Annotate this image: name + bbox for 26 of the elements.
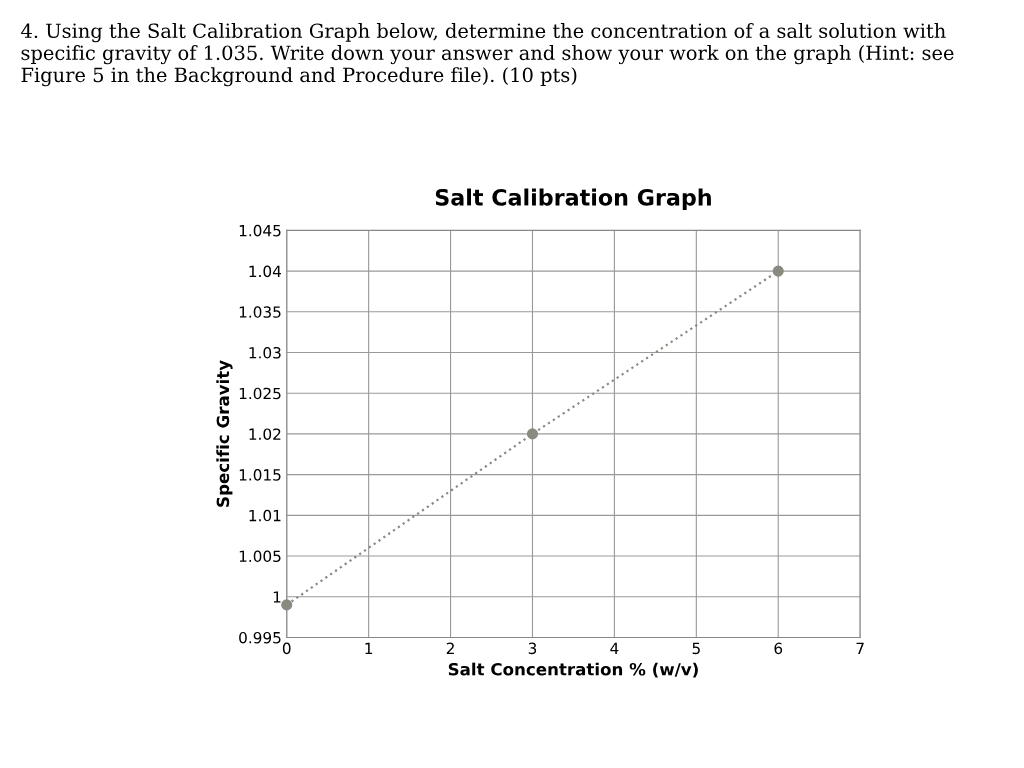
y-tick-label: 1: [273, 591, 281, 603]
x-tick-label: 2: [446, 642, 454, 654]
y-tick-label: 1.01: [249, 509, 281, 522]
y-tick-label: 1.04: [249, 265, 281, 278]
y-tick-label: 1.02: [249, 428, 281, 440]
y-axis-title: Specific Gravity: [216, 360, 233, 507]
point: [281, 599, 293, 611]
y-tick-label: 1.045: [239, 224, 281, 237]
chart-title: Salt Calibration Graph: [435, 188, 711, 211]
y-tick-label: 1.035: [239, 306, 281, 318]
x-tick-label: 7: [856, 642, 864, 654]
x-tick-label: 4: [610, 642, 619, 654]
y-tick-label: 1.025: [239, 387, 281, 400]
x-axis-title: Salt Concentration % (w/v): [448, 662, 698, 678]
y-tick-label: 1.015: [239, 469, 281, 481]
y-tick-label: 1.005: [239, 550, 281, 563]
y-tick-label: 1.03: [249, 346, 281, 359]
x-tick-label: 3: [528, 642, 537, 655]
x-tick-label: 5: [692, 642, 700, 655]
x-tick-label: 6: [774, 642, 783, 655]
point: [526, 428, 539, 440]
point: [772, 265, 784, 277]
x-tick-label: 0: [282, 642, 291, 655]
y-tick-label: 0.995: [239, 631, 281, 644]
x-tick-label: 1: [365, 642, 373, 654]
text: 4. Using the Salt Calibration Graph below, determine the concentration of a salt solution with specific gravity of 1.035. Write down your answer and show your work on the graph (Hint: see Figure 5 in the Background and Procedure file). (10 pts): [21, 23, 954, 87]
